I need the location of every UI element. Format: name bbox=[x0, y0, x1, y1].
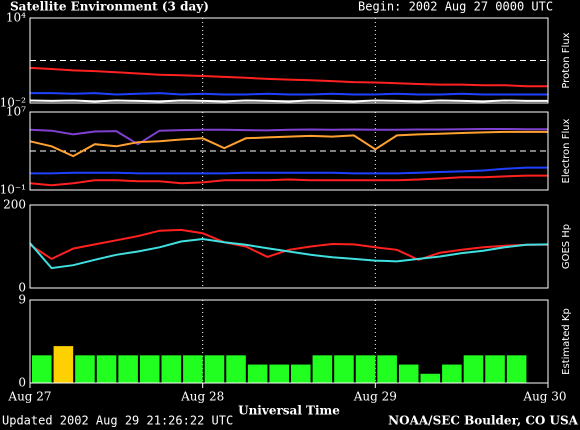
data-line bbox=[29, 228, 548, 261]
data-line bbox=[29, 130, 548, 158]
begin-label: Begin: 2002 Aug 27 0000 UTC bbox=[358, 0, 553, 14]
bar bbox=[226, 355, 246, 383]
x-tick-label: Aug 30 bbox=[522, 390, 566, 404]
bar bbox=[96, 355, 117, 383]
bar bbox=[312, 355, 333, 383]
credit-label: NOAA/SEC Boulder, CO USA bbox=[388, 414, 579, 428]
y-axis-label: GOES Hp bbox=[561, 224, 572, 269]
bar bbox=[291, 364, 311, 383]
data-line bbox=[29, 174, 548, 187]
data-line bbox=[29, 66, 548, 88]
bar bbox=[377, 355, 397, 383]
bar bbox=[204, 355, 225, 383]
bar bbox=[355, 355, 376, 383]
updated-label: Updated 2002 Aug 29 21:26:22 UTC bbox=[2, 414, 233, 428]
bar bbox=[398, 364, 419, 383]
bar bbox=[269, 364, 289, 383]
bar bbox=[118, 355, 138, 383]
y-tick-label: 10⁻² bbox=[0, 96, 26, 110]
bar bbox=[485, 355, 505, 383]
bar bbox=[506, 355, 527, 383]
x-tick-label: Aug 29 bbox=[353, 390, 397, 404]
panel-frame bbox=[29, 204, 549, 289]
data-line bbox=[29, 99, 548, 103]
y-tick-label: 0 bbox=[18, 281, 26, 295]
y-axis-label: Proton Flux bbox=[561, 32, 572, 88]
panel-frame bbox=[29, 111, 549, 191]
data-line bbox=[29, 237, 549, 270]
y-axis-label: Electron Flux bbox=[561, 118, 572, 183]
bar bbox=[334, 355, 354, 383]
x-tick-label: Aug 28 bbox=[180, 390, 224, 404]
x-tick-label: Aug 27 bbox=[7, 390, 51, 404]
bar bbox=[75, 355, 95, 383]
bar bbox=[183, 355, 203, 383]
x-axis-label: Universal Time bbox=[238, 404, 340, 418]
y-tick-label: 10⁷ bbox=[6, 105, 26, 119]
y-tick-label: 10⁴ bbox=[6, 11, 26, 25]
y-tick-label: 9 bbox=[18, 293, 26, 307]
data-line bbox=[29, 128, 548, 146]
y-tick-label: 10⁻¹ bbox=[0, 183, 26, 197]
panel-frame bbox=[29, 17, 549, 104]
y-axis-label: Estimated Kp bbox=[561, 308, 572, 375]
bar bbox=[161, 355, 182, 383]
data-line bbox=[30, 166, 548, 175]
bar bbox=[442, 364, 462, 383]
bar bbox=[463, 355, 484, 383]
panel-frame bbox=[29, 299, 549, 384]
y-tick-label: 200 bbox=[3, 198, 26, 212]
data-line bbox=[30, 92, 548, 96]
bar bbox=[139, 355, 160, 383]
bar bbox=[32, 355, 52, 383]
bar bbox=[420, 373, 441, 383]
bar bbox=[53, 346, 74, 383]
y-tick-label: 0 bbox=[18, 376, 26, 390]
bar bbox=[247, 364, 268, 383]
chart-title: Satellite Environment (3 day) bbox=[10, 0, 209, 14]
